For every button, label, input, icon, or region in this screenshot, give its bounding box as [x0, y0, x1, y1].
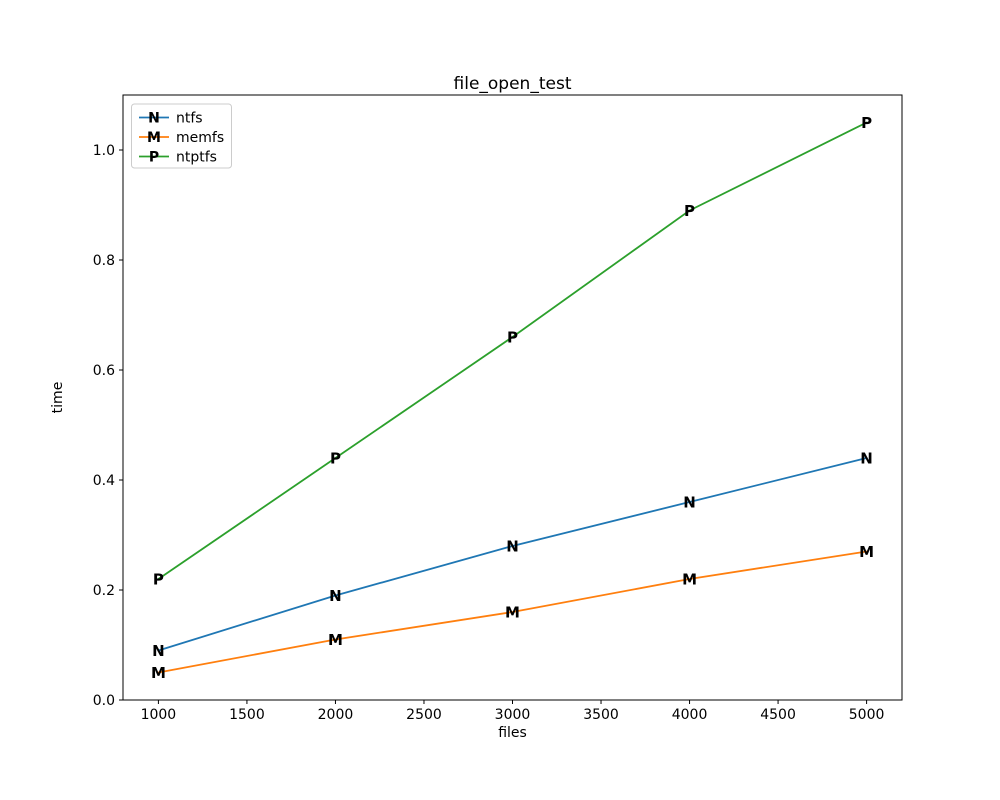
memfs-marker-M-icon: M	[682, 571, 697, 589]
x-axis-label: files	[498, 725, 527, 741]
y-tick-label: 0.4	[93, 473, 115, 489]
x-tick-label: 4000	[672, 707, 708, 723]
ntptfs-marker-P-icon: P	[861, 114, 872, 132]
legend-marker-P-icon: P	[149, 150, 159, 166]
legend-marker-N-icon: N	[148, 111, 160, 127]
legend-marker-M-icon: M	[147, 130, 161, 146]
ntptfs-marker-P-icon: P	[153, 571, 164, 589]
x-tick-label: 1000	[141, 707, 177, 723]
x-tick-label: 3000	[495, 707, 531, 723]
series-line-ntfs	[157, 457, 868, 652]
ntfs-marker-N-icon: N	[152, 642, 165, 660]
x-axis: 1000 1500 2000 2500 3000 3500 4000 4500 5000	[141, 700, 885, 723]
plot-area	[122, 94, 903, 701]
series-line-ntptfs	[157, 121, 868, 580]
series-line-memfs	[157, 550, 868, 674]
memfs-marker-M-icon: M	[151, 664, 166, 682]
y-axis: 0.0 0.2 0.4 0.6 0.8 1.0	[93, 143, 123, 709]
memfs-marker-M-icon: M	[859, 543, 874, 561]
x-tick-label: 2500	[406, 707, 442, 723]
y-tick-label: 0.0	[93, 693, 115, 709]
y-tick-label: 0.6	[93, 363, 115, 379]
ntfs-marker-N-icon: N	[860, 450, 873, 468]
x-tick-label: 4500	[760, 707, 796, 723]
x-tick-label: 1500	[229, 707, 265, 723]
x-tick-label: 2000	[318, 707, 354, 723]
ntptfs-marker-P-icon: P	[507, 329, 518, 347]
legend-label-memfs: memfs	[176, 130, 224, 146]
memfs-marker-M-icon: M	[505, 604, 520, 622]
ntptfs-marker-P-icon: P	[684, 202, 695, 220]
ntptfs-marker-P-icon: P	[330, 450, 341, 468]
ntfs-marker-N-icon: N	[683, 494, 696, 512]
legend-label-ntfs: ntfs	[176, 111, 203, 127]
x-tick-label: 5000	[849, 707, 885, 723]
chart-title: file_open_test	[454, 74, 572, 94]
y-tick-label: 1.0	[93, 143, 115, 159]
y-axis-label: time	[50, 382, 66, 414]
ntfs-marker-N-icon: N	[506, 538, 519, 556]
x-tick-label: 3500	[583, 707, 619, 723]
y-tick-label: 0.2	[93, 583, 115, 599]
ntfs-marker-N-icon: N	[329, 587, 342, 605]
legend-label-ntptfs: ntptfs	[176, 150, 217, 166]
memfs-marker-M-icon: M	[328, 631, 343, 649]
legend-box	[131, 103, 232, 169]
y-tick-label: 0.8	[93, 253, 115, 269]
